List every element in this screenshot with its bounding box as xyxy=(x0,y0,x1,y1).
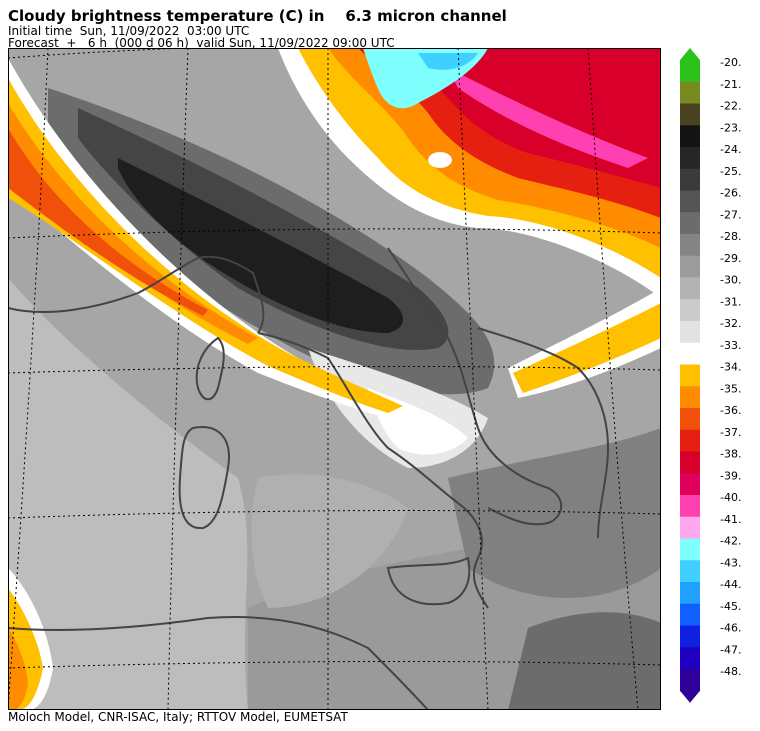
legend-swatch xyxy=(680,321,700,344)
coast-sicily xyxy=(386,556,471,606)
coast-italy-west xyxy=(257,332,489,609)
graticule xyxy=(8,48,661,710)
legend-label: -37. xyxy=(720,426,741,439)
legend-swatch xyxy=(680,277,700,300)
legend-label: -24. xyxy=(720,143,741,156)
legend-swatch xyxy=(680,516,700,539)
legend-label: -31. xyxy=(720,295,741,308)
legend-label: -36. xyxy=(720,404,741,417)
coast-sardinia xyxy=(178,426,230,530)
legend-swatch xyxy=(680,342,700,365)
legend-label: -20. xyxy=(720,56,741,69)
legend-label: -23. xyxy=(720,121,741,134)
legend-label: -42. xyxy=(720,535,741,548)
legend-swatch xyxy=(680,495,700,518)
legend-swatch xyxy=(680,451,700,474)
legend-label: -46. xyxy=(720,622,741,635)
field-left-light xyxy=(8,278,248,710)
legend-swatch xyxy=(680,234,700,257)
legend-swatch xyxy=(680,560,700,583)
credits: Moloch Model, CNR-ISAC, Italy; RTTOV Mod… xyxy=(8,710,348,724)
legend-swatch xyxy=(680,212,700,235)
ne-cloud-blue xyxy=(418,53,478,70)
legend-arrow-up xyxy=(680,48,700,60)
legend-label: -43. xyxy=(720,556,741,569)
field-tyrrhenian xyxy=(251,474,408,608)
legend-swatch xyxy=(680,60,700,83)
ne-cloud-hole xyxy=(428,152,452,168)
legend-swatch xyxy=(680,603,700,626)
coast-italy-east xyxy=(387,247,563,526)
coast-north-africa xyxy=(8,616,429,710)
legend-label: -25. xyxy=(720,165,741,178)
legend-label: -26. xyxy=(720,187,741,200)
legend-label: -39. xyxy=(720,469,741,482)
legend-label: -44. xyxy=(720,578,741,591)
legend-label: -34. xyxy=(720,361,741,374)
map-title: Cloudy brightness temperature (C) in 6.3… xyxy=(8,7,507,25)
legend-label: -27. xyxy=(720,208,741,221)
legend-swatch xyxy=(680,255,700,278)
legend-label: -28. xyxy=(720,230,741,243)
legend-label: -22. xyxy=(720,100,741,113)
legend-swatch xyxy=(680,669,700,692)
legend-swatch xyxy=(680,299,700,322)
coast-corsica xyxy=(195,336,225,401)
coastlines xyxy=(8,247,610,710)
legend-label: -41. xyxy=(720,513,741,526)
legend-swatch xyxy=(680,168,700,191)
legend-swatch xyxy=(680,429,700,452)
legend-swatch xyxy=(680,538,700,561)
coast-balkans xyxy=(477,327,610,539)
legend-label: -40. xyxy=(720,491,741,504)
field-east-dark xyxy=(448,428,661,598)
coast-france-spain xyxy=(8,255,265,334)
legend-swatch xyxy=(680,473,700,496)
legend-swatch xyxy=(680,647,700,670)
legend-label: -45. xyxy=(720,600,741,613)
legend-arrow-down xyxy=(680,690,700,703)
legend-swatch xyxy=(680,364,700,387)
legend-swatch xyxy=(680,386,700,409)
initial-time: Initial time Sun, 11/09/2022 03:00 UTC xyxy=(8,24,250,38)
legend-swatch xyxy=(680,147,700,170)
legend-label: -38. xyxy=(720,448,741,461)
legend-swatch xyxy=(680,103,700,126)
legend-label: -30. xyxy=(720,274,741,287)
legend-swatch xyxy=(680,81,700,104)
legend-swatch xyxy=(680,125,700,148)
sw-darkorange xyxy=(8,628,28,710)
legend-swatch xyxy=(680,582,700,605)
legend-label: -33. xyxy=(720,339,741,352)
legend-label: -21. xyxy=(720,78,741,91)
legend-label: -47. xyxy=(720,643,741,656)
field-south-dark xyxy=(508,612,661,710)
legend-label: -32. xyxy=(720,317,741,330)
legend-label: -35. xyxy=(720,382,741,395)
map-frame xyxy=(8,48,661,710)
legend-swatch xyxy=(680,625,700,648)
color-legend: -20. -21. -22. -23. -24. -25. -26. -27. -28. -29.… xyxy=(680,48,741,703)
forecast-time: Forecast + 6 h (000 d 06 h) valid Sun, 1… xyxy=(8,36,395,50)
legend-label: -48. xyxy=(720,665,741,678)
legend-swatch xyxy=(680,408,700,431)
map-plot xyxy=(8,48,661,710)
dark-band-core xyxy=(118,158,403,333)
ne-cloud-magenta xyxy=(448,68,648,168)
east-band-orange xyxy=(513,303,661,393)
legend-swatch xyxy=(680,190,700,213)
legend-label: -29. xyxy=(720,252,741,265)
